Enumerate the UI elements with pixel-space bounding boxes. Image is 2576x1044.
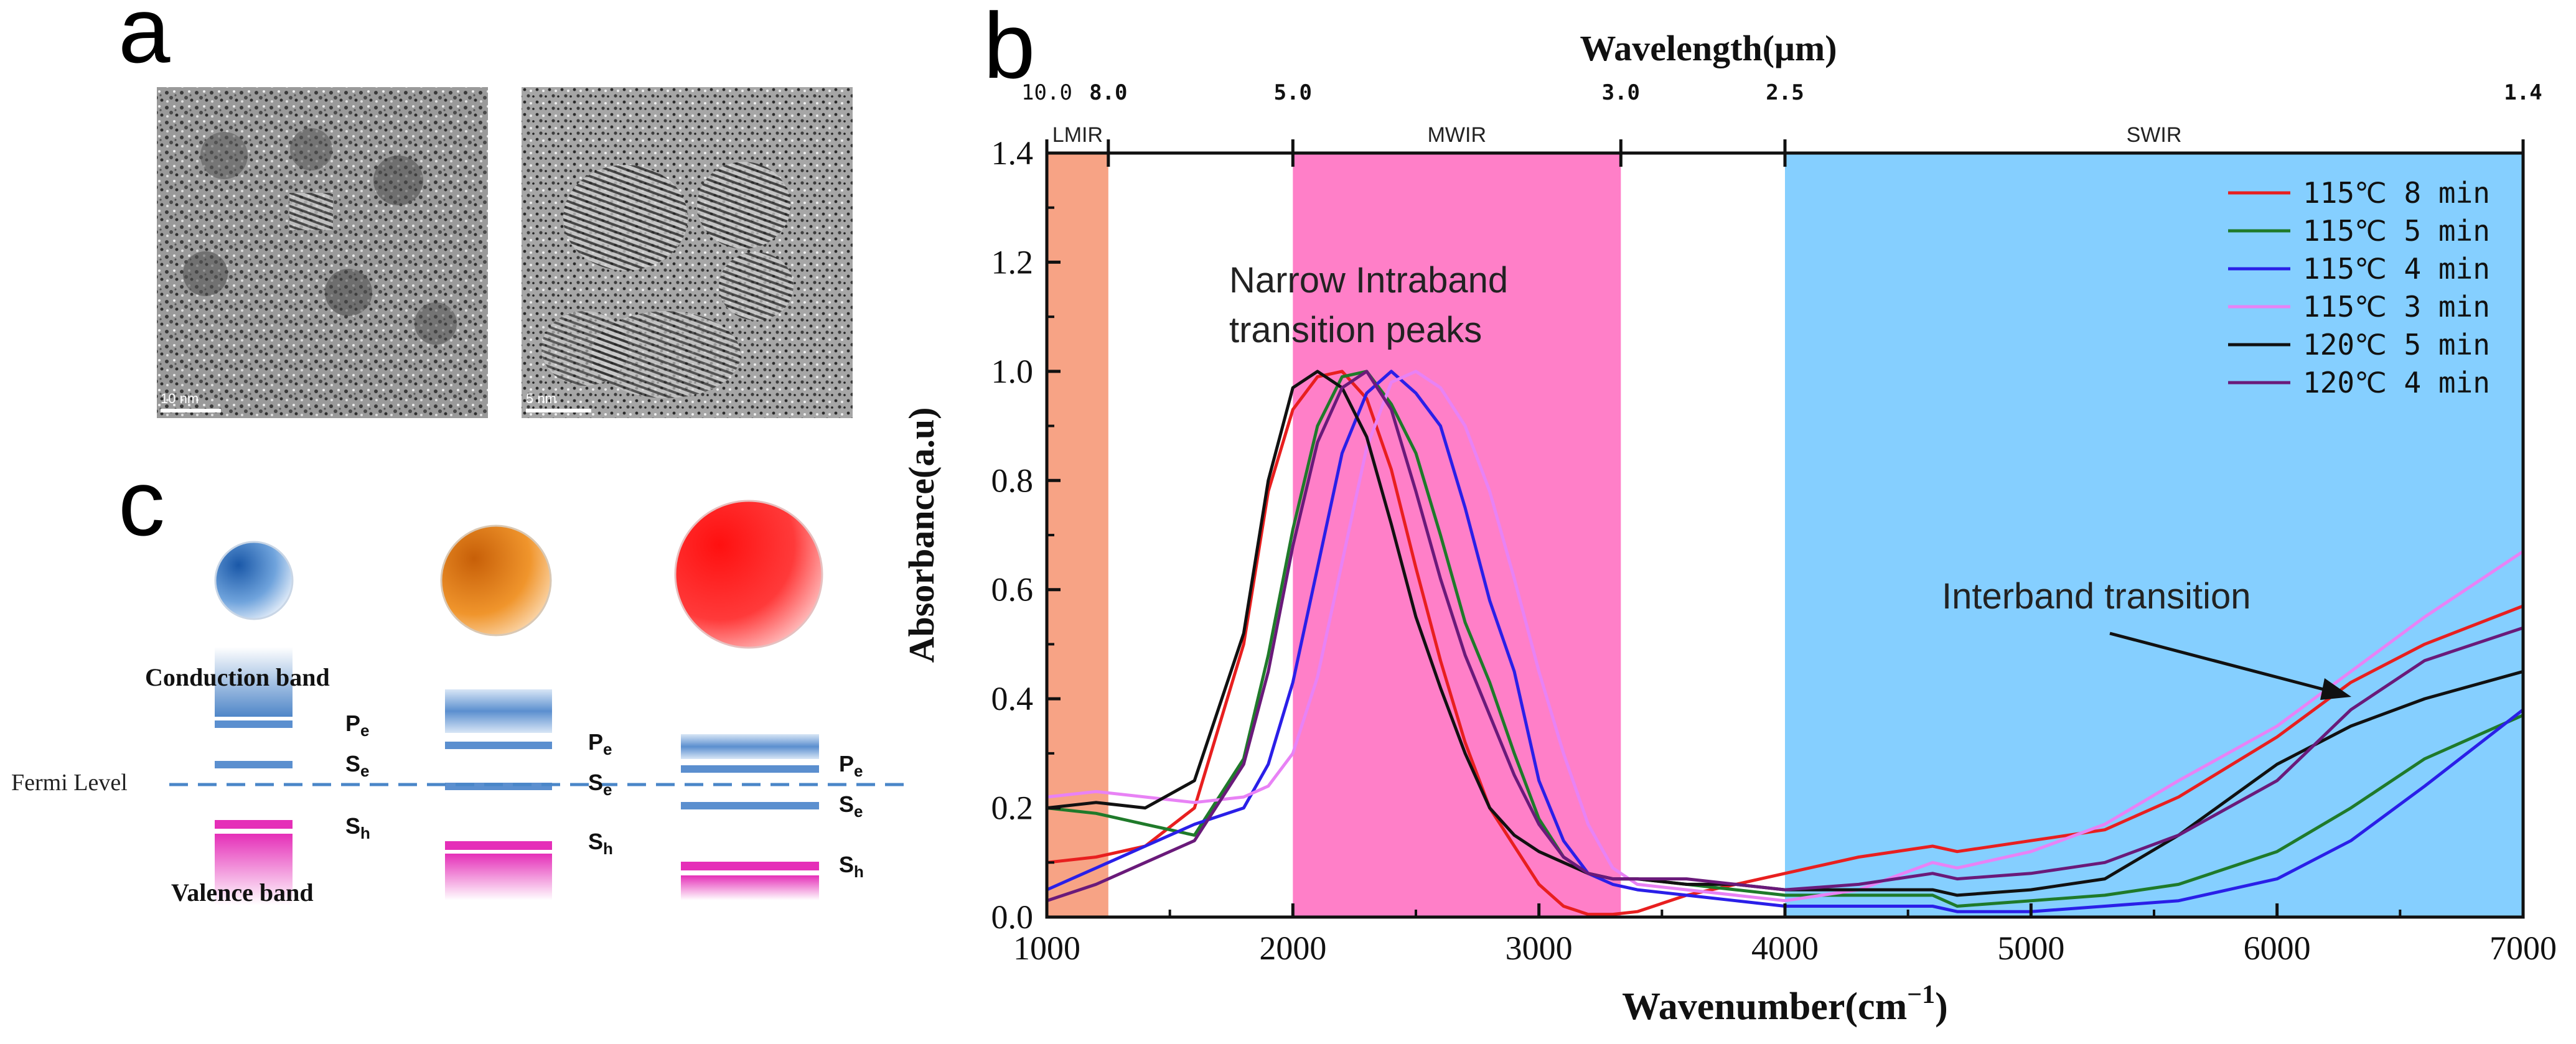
y-tick-label: 0.2 [991,790,1034,827]
y-tick-label: 0.4 [991,680,1034,717]
scale-bar-2-label: 5 nm [526,391,556,406]
y-axis-title: Absorbance(a.u) [901,408,942,663]
legend-label-6: 120℃ 4 min [2303,366,2490,399]
x-tick-label: 6000 [2244,930,2311,967]
small-quantum-dot [214,541,294,620]
interband-annotation: Interband transition [1942,576,2251,617]
region-label-mwir: MWIR [1428,123,1486,147]
legend-label-5: 120℃ 5 min [2303,328,2490,361]
intraband-annotation-line1: Narrow Intraband [1229,260,1508,301]
y-axis-ticks: 0.0 0.2 0.4 0.6 0.8 1.0 1.2 1.4 [991,134,1061,936]
panel-c: c Fermi Level Conduction band Valence ba… [11,450,910,907]
x-tick-label: 7000 [2489,930,2557,967]
sh-level-medium [445,841,552,850]
top-axis-title: Wavelength(μm) [1580,28,1837,68]
panel-a: a 10 nm 5 nm [118,0,853,418]
y-tick-label: 1.0 [991,353,1034,390]
x-tick-label: 4000 [1751,930,1819,967]
region-labels: LMIR MWIR SWIR [1052,123,2182,147]
x-tick-label: 5000 [1997,930,2064,967]
tem-image-1: 10 nm [157,87,488,418]
sh-label-large: Sh [839,852,864,881]
pe-label-large: Pe [839,751,863,780]
top-tick-label: 3.0 [1602,80,1640,105]
region-lmir [1047,153,1108,917]
region-swir [1785,153,2523,917]
series-line-1 [1046,370,2524,916]
legend-label-2: 115℃ 5 min [2303,214,2490,248]
valence-band-large [681,875,819,900]
region-label-lmir: LMIR [1052,123,1103,147]
intraband-annotation-line2: transition peaks [1229,310,1482,350]
sh-label-small: Sh [345,813,370,842]
region-label-swir: SWIR [2127,123,2182,147]
series-line-4 [1046,370,2524,903]
se-level-large [681,802,819,809]
x-axis-title: Wavenumber(cm−1) [1622,981,1948,1028]
x-tick-label: 2000 [1259,930,1326,967]
valence-band-medium [445,854,552,900]
pe-label-small: Pe [345,711,369,740]
panel-c-label: c [118,450,165,555]
legend-label-1: 115℃ 8 min [2303,176,2490,210]
series-line-6 [1046,370,2524,903]
pe-label-medium: Pe [588,729,612,758]
series-line-5 [1046,370,2524,897]
series-line-3 [1046,370,2524,913]
se-level-small [215,761,293,768]
sh-level-small [215,820,293,829]
valence-band-label: Valence band [171,879,314,907]
top-tick-label: 10.0 [1021,80,1072,105]
top-axis-ticks: 10.0 8.0 5.0 3.0 2.5 1.4 [1021,80,2542,167]
interband-arrow-line [2109,632,2341,696]
top-tick-label: 1.4 [2504,80,2542,105]
pe-level-large [681,765,819,773]
top-tick-label: 8.0 [1089,80,1127,105]
panel-a-label: a [118,0,171,82]
conduction-band-small [215,647,293,717]
medium-quantum-dot [440,524,552,636]
se-label-medium: Se [588,770,612,799]
se-label-small: Se [345,751,369,780]
scale-bar-1-label: 10 nm [161,391,199,406]
fermi-level-label: Fermi Level [11,770,128,796]
panel-b: b Wavelength(μm) LMIR MWIR SWIR 1000 2000 30… [901,0,2557,1028]
spectra-series [1046,370,2524,916]
x-axis-ticks: 1000 2000 3000 4000 5000 6000 7000 [1013,903,2557,967]
y-tick-label: 1.2 [991,243,1034,281]
y-tick-label: 0.8 [991,462,1034,499]
legend-label-4: 115℃ 3 min [2303,290,2490,324]
x-tick-label: 1000 [1013,930,1080,967]
panel-b-label: b [983,0,1035,98]
tem-image-2: 5 nm [522,87,853,418]
conduction-band-medium [445,689,552,733]
y-tick-label: 0.6 [991,571,1034,608]
y-tick-label: 1.4 [991,134,1034,172]
y-tick-label: 0.0 [991,898,1034,936]
se-label-large: Se [839,791,863,821]
interband-arrow-head [2320,678,2351,700]
legend: 115℃ 8 min 115℃ 5 min 115℃ 4 min 115℃ 3 min… [2228,176,2490,399]
x-tick-label: 3000 [1506,930,1573,967]
series-line-2 [1046,370,2524,908]
sh-level-large [681,862,819,870]
top-tick-label: 2.5 [1766,80,1804,105]
legend-label-3: 115℃ 4 min [2303,252,2490,286]
valence-band-small [215,834,293,905]
conduction-band-large [681,734,819,759]
pe-level-medium [445,742,552,749]
large-quantum-dot [674,500,823,649]
sh-label-medium: Sh [588,829,613,858]
conduction-band-label: Conduction band [145,663,330,691]
top-tick-label: 5.0 [1274,80,1312,105]
pe-level-small [215,720,293,728]
